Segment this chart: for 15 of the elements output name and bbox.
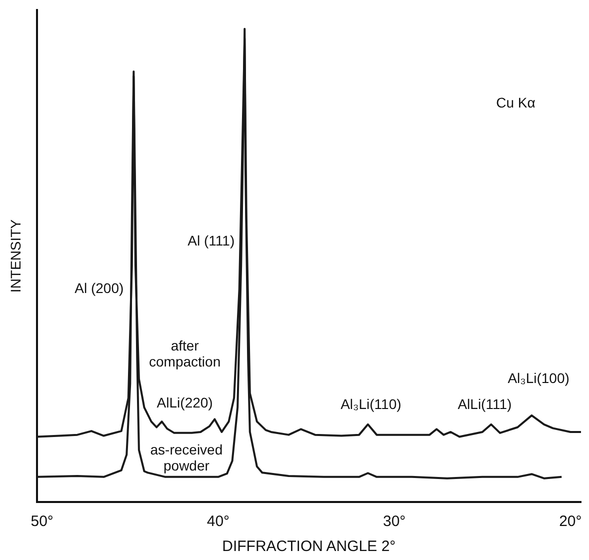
x-tick-label: 50° [30, 513, 54, 530]
annotation: Cu Kα [496, 94, 536, 110]
annotation: as-received powder [150, 442, 223, 474]
x-tick-label: 40° [206, 513, 230, 530]
x-axis-title: DIFFRACTION ANGLE 2° [222, 538, 396, 556]
annotation: AlLi(220) [156, 394, 213, 410]
annotation: Al₃Li(100) [508, 370, 570, 386]
annotation: AlLi(111) [458, 396, 512, 412]
annotation: Al (111) [188, 232, 235, 249]
annotation: Al (200) [74, 280, 124, 296]
y-axis-title: INTENSITY [7, 218, 24, 293]
annotation: after compaction [149, 337, 221, 370]
x-tick-label: 30° [382, 513, 406, 530]
annotation: Al₃Li(110) [340, 396, 402, 412]
x-tick-label: 20° [559, 513, 582, 530]
